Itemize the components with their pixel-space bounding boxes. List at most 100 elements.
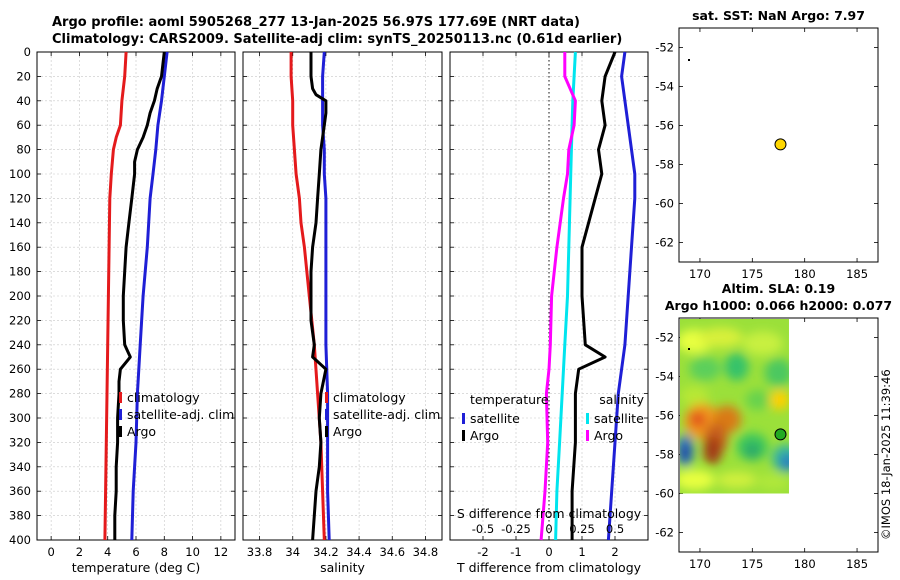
figure-title-line1: Argo profile: aoml 5905268_277 13-Jan-20… [52, 15, 580, 30]
difference-legend-label: Argo [470, 428, 499, 443]
temperature-xtick-label: 8 [161, 545, 168, 559]
difference-xtick-label: 2 [611, 545, 618, 559]
sla-anomaly-blob [680, 386, 709, 406]
depth-tick-label: 160 [9, 240, 31, 254]
sla-anomaly-blob [680, 469, 715, 490]
temperature-xlabel: temperature (deg C) [72, 560, 201, 575]
temperature-xtick-label: 4 [104, 545, 111, 559]
temperature-legend-swatch [119, 409, 122, 420]
watermark: ©IMOS 18-Jan-2025 11:39:46 [879, 369, 893, 540]
difference-legend-left-title: temperature [470, 392, 549, 407]
depth-tick-label: 120 [9, 191, 31, 205]
sla-anomaly-blob [680, 444, 691, 461]
sla-anomaly-blob [716, 471, 757, 488]
sst_map-ytick-label: -58 [655, 158, 674, 172]
temperature-series-climatology [103, 51, 128, 541]
salinity-xtick-label: 34.4 [346, 545, 372, 559]
temperature-xtick-label: 12 [214, 545, 229, 559]
sla-anomaly-blob [744, 442, 761, 459]
difference-series-temperature-argo [570, 51, 617, 540]
difference-xtick-label: 1 [578, 545, 585, 559]
depth-tick-label: 340 [9, 460, 31, 474]
sst_map-xtick-label: 180 [794, 267, 816, 281]
sla_map-title: Argo h1000: 0.066 h2000: 0.077 [665, 298, 892, 313]
difference-legend-swatch [462, 413, 465, 424]
temperature-legend-swatch [119, 426, 122, 437]
sst_map-ytick-label: -54 [655, 80, 674, 94]
depth-tick-label: 360 [9, 484, 31, 498]
difference-legend-label: satellite [470, 411, 520, 426]
depth-tick-label: 300 [9, 411, 31, 425]
sla_map-ytick-label: -52 [655, 331, 674, 345]
depth-tick-label: 280 [9, 387, 31, 401]
difference-legend-swatch [462, 430, 465, 441]
salinity-xtick-label: 34.2 [313, 545, 339, 559]
salinity-legend-swatch [325, 426, 328, 437]
depth-tick-label: 60 [16, 118, 31, 132]
difference-series-temperature-satellite [606, 51, 637, 541]
sla-heatmap-blobs [680, 327, 789, 490]
temperature-xtick-label: 2 [76, 545, 83, 559]
salinity-legend-label: climatology [333, 390, 406, 405]
temperature-series-satellite-adj-clim [130, 51, 169, 541]
depth-tick-label: 0 [24, 45, 31, 59]
sst_map-xtick-label: 170 [689, 267, 711, 281]
depth-tick-label: 140 [9, 216, 31, 230]
difference-xlabel: T difference from climatology [456, 560, 642, 575]
salinity-legend-swatch [325, 392, 328, 403]
sla-anomaly-blob [779, 454, 789, 471]
difference-legend-label: Argo [594, 428, 623, 443]
depth-tick-label: 320 [9, 435, 31, 449]
depth-tick-label: 380 [9, 509, 31, 523]
depth-tick-label: 20 [16, 69, 31, 83]
depth-tick-label: 80 [16, 143, 31, 157]
difference-legend-label: satellite [594, 411, 644, 426]
sla_map-ytick-label: -56 [655, 409, 674, 423]
sst_map-ytick-label: -56 [655, 119, 674, 133]
sst_map-title: sat. SST: NaN Argo: 7.97 [692, 8, 865, 23]
temperature-legend-label: Argo [127, 424, 156, 439]
sla-anomaly-blob [769, 389, 789, 410]
sla-anomaly-blob [742, 331, 783, 356]
sla-argo-marker [774, 428, 787, 441]
sla-anomaly-blob [764, 358, 789, 387]
depth-tick-label: 40 [16, 94, 31, 108]
depth-tick-label: 220 [9, 313, 31, 327]
difference-panel: -2 -1 0 1 2T difference from climatology S di… [449, 51, 649, 575]
temperature-legend-label: satellite-adj. clim [127, 407, 234, 422]
sst_map-ytick-label: -60 [655, 197, 674, 211]
sla-anomaly-blob [698, 327, 743, 348]
salinity-xtick-label: 34.6 [379, 545, 405, 559]
salinity-xlabel: salinity [320, 560, 365, 575]
sla_map-ytick-label: -54 [655, 370, 674, 384]
difference-legend-swatch [586, 430, 589, 441]
sla-anomaly-blob [745, 389, 770, 410]
difference-legend-swatch [586, 413, 589, 424]
sst_map-xtick-label: 175 [741, 267, 763, 281]
salinity-xtick-label: 33.8 [247, 545, 273, 559]
sla-coast-dot [688, 348, 690, 350]
difference-top-label: S difference from climatology [457, 506, 642, 521]
figure-title-line2: Climatology: CARS2009. Satellite-adj cli… [52, 32, 623, 47]
difference-xtick-label: 0 [545, 545, 552, 559]
sla_map-ytick-label: -58 [655, 448, 674, 462]
sst_map-panel: sat. SST: NaN Argo: 7.97 170 175 180 185 -52 -… [655, 8, 879, 281]
sst_map-ytick-label: -52 [655, 41, 674, 55]
sla-anomaly-blob [689, 411, 706, 428]
difference-series-salinity-argo [539, 52, 577, 541]
sla_map-ytick-label: -62 [655, 526, 674, 540]
sla_map-panel: Altim. SLA: 0.19 Argo h1000: 0.066 h2000:… [655, 281, 892, 571]
sla-anomaly-blob [724, 352, 749, 381]
sla_map-ytick-label: -60 [655, 487, 674, 501]
sst-argo-marker [774, 138, 787, 151]
temperature-xtick-label: 10 [185, 545, 200, 559]
difference-s-tick-label: -0.25 [501, 522, 531, 536]
temperature-xtick-label: 0 [47, 545, 54, 559]
depth-tick-label: 200 [9, 289, 31, 303]
depth-tick-label: 240 [9, 338, 31, 352]
difference-s-tick-label: 0 [545, 522, 552, 536]
temperature-series-argo [113, 51, 166, 540]
sla-anomaly-blob [757, 473, 789, 490]
salinity-xtick-label: 34.8 [413, 545, 439, 559]
